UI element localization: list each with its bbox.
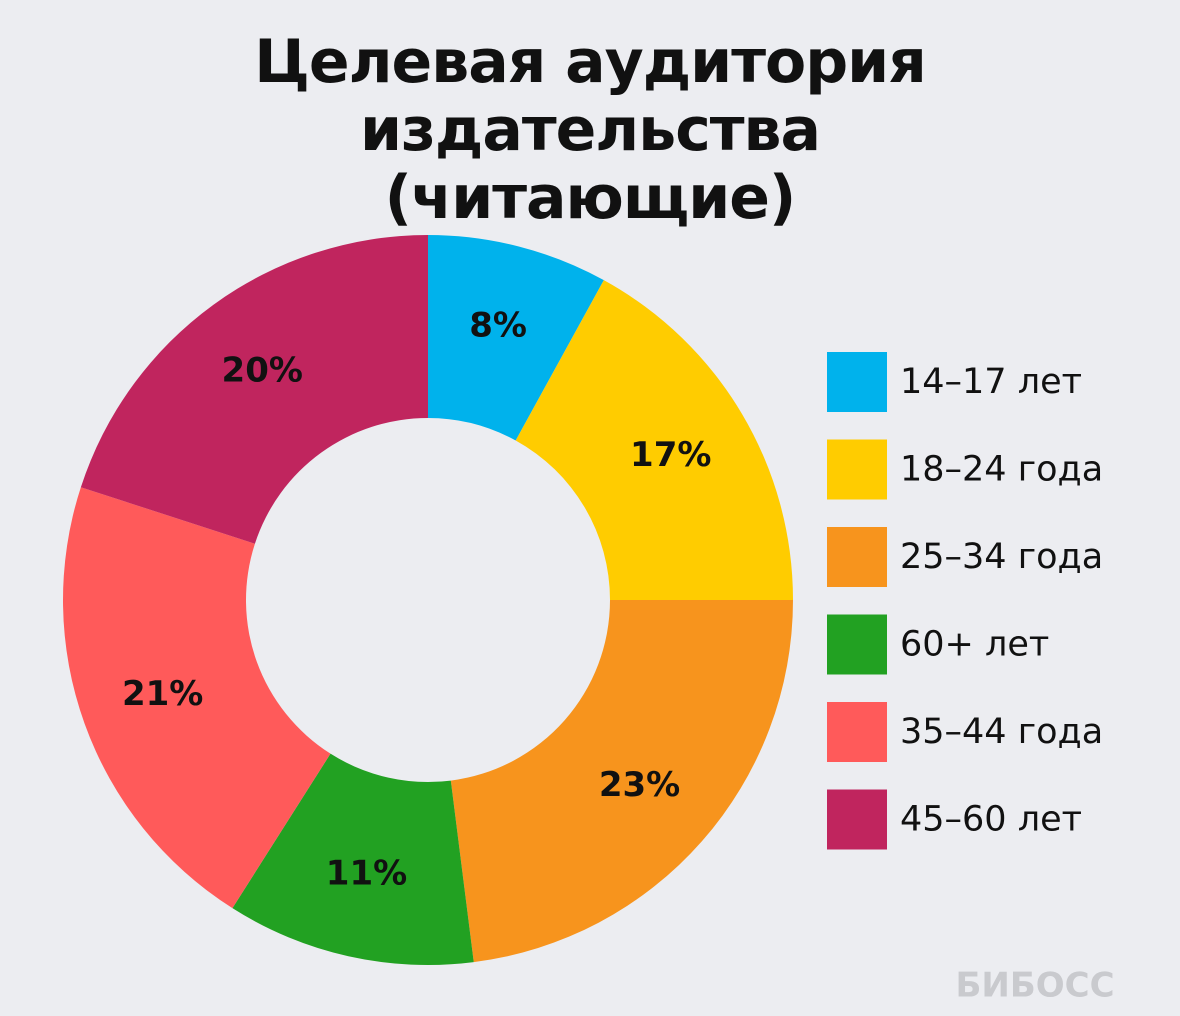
value-label: 11% <box>326 854 407 894</box>
donut-slice <box>232 753 474 966</box>
legend-label: 14–17 лет <box>900 362 1082 402</box>
legend-label: 35–44 года <box>900 712 1103 752</box>
legend-swatch <box>827 702 887 762</box>
legend-swatch <box>827 527 887 587</box>
legend-label: 25–34 года <box>900 537 1103 577</box>
legend-swatch <box>827 614 887 675</box>
donut-slice <box>450 600 793 963</box>
value-label: 8% <box>469 305 527 345</box>
legend-swatch <box>827 789 887 850</box>
donut-slice <box>428 235 604 441</box>
donut-slice <box>63 487 331 909</box>
watermark: БИБОСС <box>955 966 1114 1006</box>
value-label: 20% <box>222 350 303 390</box>
legend-label: 18–24 года <box>900 450 1103 490</box>
value-label: 23% <box>599 765 680 805</box>
value-label: 21% <box>122 674 203 714</box>
chart-title: Целевая аудитория издательства (читающие… <box>254 27 926 233</box>
legend-label: 60+ лет <box>900 625 1049 665</box>
legend-label: 45–60 лет <box>900 800 1082 840</box>
donut-slice <box>515 280 793 600</box>
legend-swatch <box>827 439 887 500</box>
donut-slice <box>80 234 428 544</box>
value-label: 17% <box>630 435 711 475</box>
legend-swatch <box>827 352 887 412</box>
